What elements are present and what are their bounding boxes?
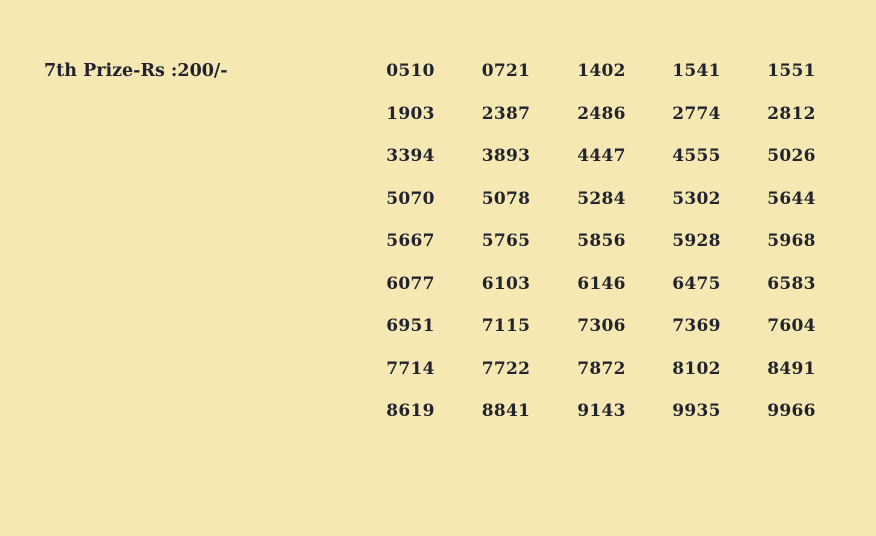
prize-number: 2486 (577, 103, 626, 124)
prize-number: 1903 (386, 103, 435, 124)
prize-number: 5968 (767, 231, 816, 252)
prize-number: 2387 (481, 103, 531, 124)
prize-number: 5070 (386, 188, 435, 209)
prize-number: 5302 (672, 188, 721, 209)
prize-number: 1541 (672, 61, 721, 82)
prize-number: 1551 (767, 61, 816, 82)
prize-number: 2774 (672, 103, 721, 124)
prize-number: 0510 (386, 61, 435, 82)
prize-number: 4555 (672, 146, 721, 167)
prize-number: 8619 (386, 401, 435, 422)
prize-number: 7306 (577, 316, 626, 337)
prize-number: 7722 (481, 358, 531, 379)
prize-number: 5078 (481, 188, 531, 209)
prize-numbers-grid: 0510 0721 1402 1541 1551 1903 2387 2486 2774 2812… (362, 50, 840, 433)
prize-number: 6146 (577, 273, 626, 294)
prize-number: 9143 (577, 401, 626, 422)
prize-number: 2812 (767, 103, 816, 124)
prize-number: 8102 (672, 358, 721, 379)
prize-number: 7369 (672, 316, 721, 337)
prize-number: 5765 (481, 231, 531, 252)
prize-number: 0721 (481, 61, 531, 82)
prize-number: 1402 (577, 61, 626, 82)
prize-number: 6951 (386, 316, 435, 337)
prize-number: 6475 (672, 273, 721, 294)
prize-number: 6103 (481, 273, 531, 294)
prize-number: 7115 (481, 316, 531, 337)
prize-number: 7872 (577, 358, 626, 379)
prize-number: 8491 (767, 358, 816, 379)
prize-number: 4447 (577, 146, 626, 167)
prize-number: 5026 (767, 146, 816, 167)
prize-number: 5644 (767, 188, 816, 209)
prize-number: 5667 (386, 231, 435, 252)
prize-number: 6077 (386, 273, 435, 294)
prize-number: 5928 (672, 231, 721, 252)
prize-number: 7604 (767, 316, 816, 337)
prize-number: 7714 (386, 358, 435, 379)
prize-number: 9966 (767, 401, 816, 422)
prize-number: 9935 (672, 401, 721, 422)
prize-number: 5856 (577, 231, 626, 252)
prize-number: 6583 (767, 273, 816, 294)
prize-number: 3893 (481, 146, 531, 167)
prize-title: 7th Prize-Rs :200/- (44, 61, 228, 82)
prize-number: 5284 (577, 188, 626, 209)
prize-number: 3394 (386, 146, 435, 167)
prize-number: 8841 (481, 401, 531, 422)
